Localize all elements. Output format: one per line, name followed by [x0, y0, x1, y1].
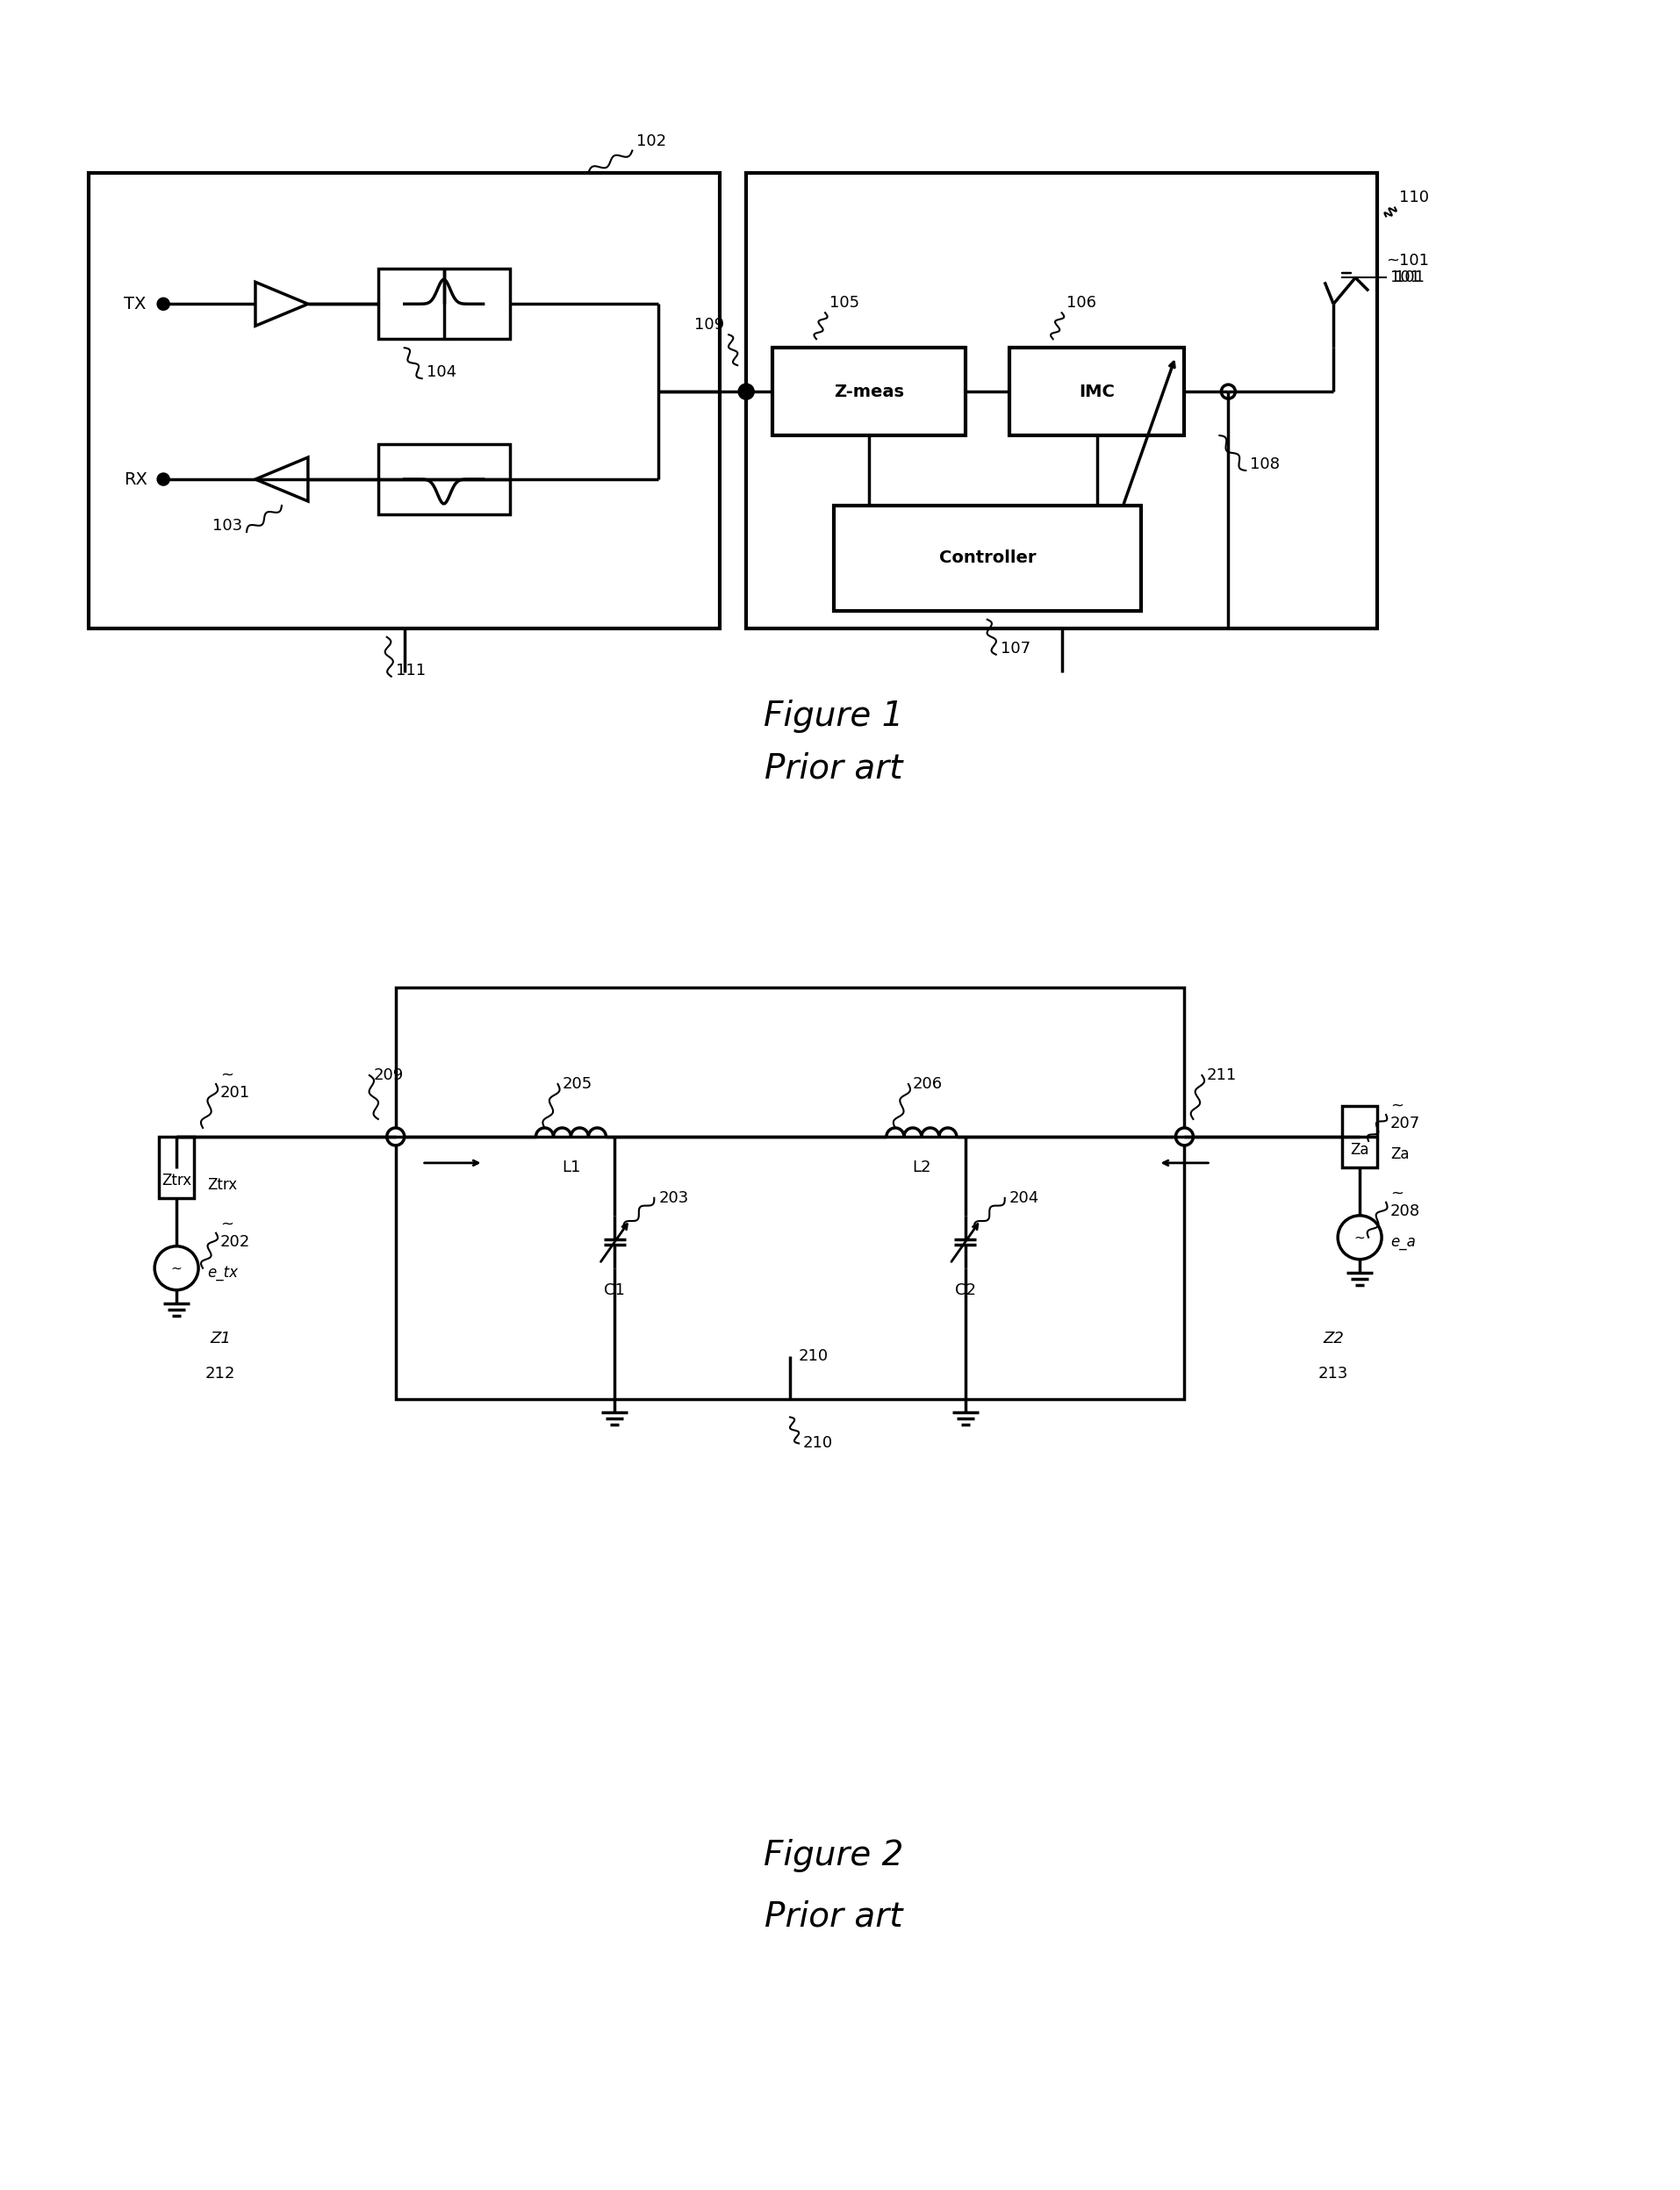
- Text: 101: 101: [1389, 269, 1420, 285]
- Text: ~
201: ~ 201: [220, 1067, 250, 1102]
- Text: C2: C2: [954, 1281, 976, 1299]
- Text: IMC: IMC: [1079, 383, 1114, 401]
- Text: ~: ~: [171, 1261, 181, 1275]
- Text: Figure 1: Figure 1: [763, 699, 904, 734]
- Text: Figure 2: Figure 2: [763, 1840, 904, 1872]
- Text: Ztrx: Ztrx: [161, 1172, 192, 1189]
- Bar: [89, 173, 719, 629]
- Text: C1: C1: [603, 1281, 625, 1299]
- Text: ~
208: ~ 208: [1389, 1185, 1420, 1220]
- Bar: [160, 1137, 193, 1198]
- Text: 211: 211: [1206, 1067, 1236, 1084]
- Text: 204: 204: [1008, 1189, 1038, 1207]
- Text: ~: ~: [1354, 1231, 1364, 1244]
- Text: 212: 212: [205, 1364, 235, 1382]
- Text: 111: 111: [395, 661, 425, 679]
- Text: Z-meas: Z-meas: [833, 383, 904, 401]
- Circle shape: [386, 1128, 405, 1145]
- Text: ~
202: ~ 202: [220, 1215, 250, 1250]
- Text: e_tx: e_tx: [207, 1264, 239, 1281]
- Bar: [395, 988, 1184, 1399]
- Text: RX: RX: [124, 471, 148, 488]
- Text: Za: Za: [1389, 1145, 1408, 1163]
- Bar: [378, 445, 509, 515]
- Circle shape: [158, 473, 168, 484]
- Bar: [1008, 348, 1184, 436]
- Bar: [378, 269, 509, 339]
- Text: 108: 108: [1250, 456, 1280, 473]
- Circle shape: [1174, 1128, 1193, 1145]
- Text: 205: 205: [561, 1075, 591, 1093]
- Text: TX: TX: [124, 296, 146, 313]
- Bar: [773, 348, 964, 436]
- Text: Z2: Z2: [1322, 1329, 1344, 1347]
- Text: 210: 210: [798, 1347, 828, 1364]
- Text: 110: 110: [1398, 191, 1428, 206]
- Text: Controller: Controller: [937, 550, 1035, 567]
- Circle shape: [1337, 1215, 1381, 1259]
- Text: 103: 103: [212, 517, 242, 534]
- Circle shape: [158, 298, 168, 309]
- Text: 104: 104: [427, 364, 455, 381]
- Text: 102: 102: [637, 134, 667, 149]
- Text: ~101: ~101: [1386, 254, 1428, 269]
- Text: 101: 101: [1394, 269, 1425, 285]
- Text: 206: 206: [912, 1075, 942, 1093]
- Bar: [746, 173, 1376, 629]
- Text: 105: 105: [828, 296, 858, 311]
- Circle shape: [1221, 385, 1235, 399]
- Text: 107: 107: [1000, 639, 1030, 657]
- Text: Prior art: Prior art: [764, 1901, 902, 1934]
- Text: 213: 213: [1317, 1364, 1347, 1382]
- Text: Za: Za: [1349, 1141, 1369, 1159]
- Text: e_a: e_a: [1389, 1233, 1415, 1250]
- Text: L2: L2: [912, 1159, 931, 1176]
- Text: 210: 210: [803, 1434, 833, 1452]
- Text: Prior art: Prior art: [764, 751, 902, 786]
- Text: Ztrx: Ztrx: [207, 1176, 237, 1194]
- Text: 209: 209: [373, 1067, 403, 1084]
- Text: L1: L1: [561, 1159, 580, 1176]
- Text: ~
207: ~ 207: [1389, 1097, 1420, 1132]
- Text: Z1: Z1: [210, 1329, 230, 1347]
- Text: 203: 203: [659, 1189, 689, 1207]
- Circle shape: [739, 385, 753, 399]
- Circle shape: [155, 1246, 198, 1290]
- Text: 106: 106: [1065, 296, 1095, 311]
- Bar: [833, 506, 1141, 611]
- Bar: [1342, 1106, 1376, 1167]
- Text: 109: 109: [694, 318, 724, 333]
